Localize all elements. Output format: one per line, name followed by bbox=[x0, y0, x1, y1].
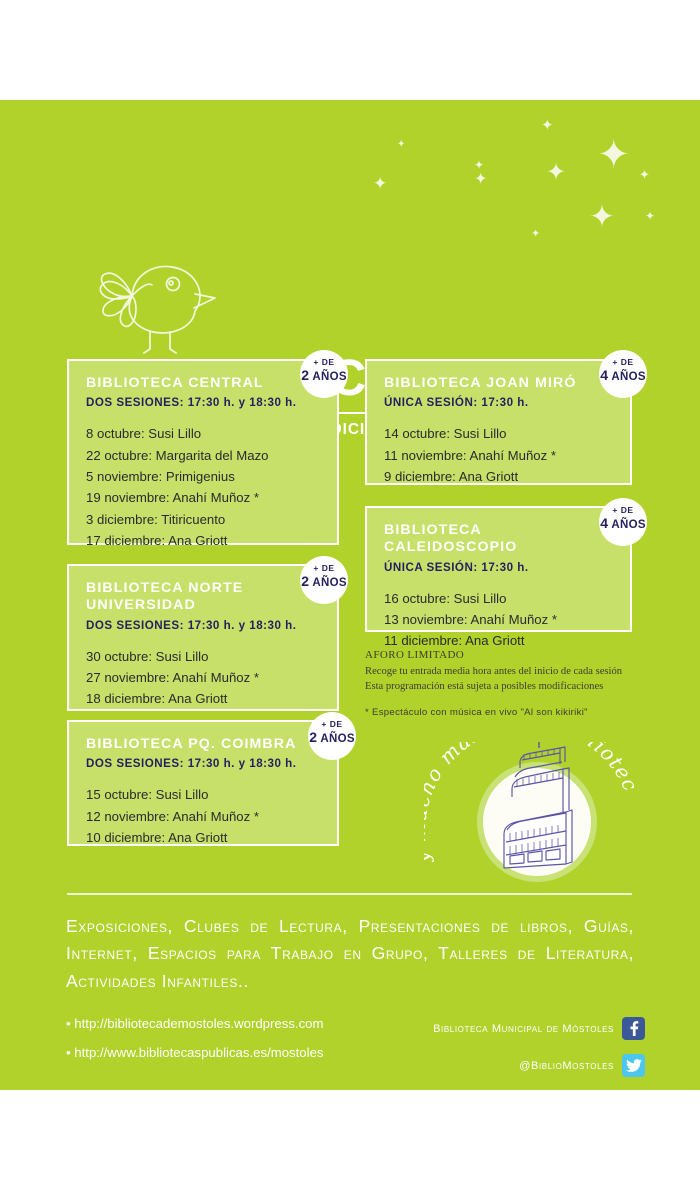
library-sessions: DOS SESIONES: 17:30 h. y 18:30 h. bbox=[86, 618, 297, 632]
star-icon: ✦ bbox=[373, 174, 388, 194]
session-date-list: 30 octubre: Susi Lillo 27 noviembre: Ana… bbox=[86, 646, 321, 710]
library-name: BIBLIOTECA PQ. COIMBRA bbox=[86, 736, 297, 752]
age-badge-number: 2 bbox=[301, 572, 310, 589]
session-date-list: 14 octubre: Susi Lillo 11 noviembre: Ana… bbox=[384, 423, 614, 487]
star-icon: ✦ bbox=[474, 158, 485, 172]
age-badge-number: 4 bbox=[600, 514, 609, 531]
bird-icon bbox=[88, 252, 220, 359]
age-badge-norte-universidad: + DE 2 AÑOS bbox=[300, 556, 348, 604]
library-sessions: ÚNICA SESIÓN: 17:30 h. bbox=[384, 396, 529, 410]
list-item: 11 diciembre: Ana Griott bbox=[384, 633, 525, 649]
list-item: 5 noviembre: Primigenius bbox=[86, 469, 235, 485]
facebook-label: Biblioteca Municipal de Móstoles bbox=[433, 1022, 614, 1035]
list-item: 22 octubre: Margarita del Mazo bbox=[86, 447, 269, 463]
fineprint-line-2: Esta programación está sujeta a posibles… bbox=[365, 681, 604, 693]
star-icon: ✦ bbox=[541, 116, 554, 134]
age-badge-value: 2 AÑOS bbox=[308, 729, 356, 747]
social-row-facebook[interactable]: Biblioteca Municipal de Móstoles bbox=[395, 1017, 645, 1040]
session-date-list: 16 octubre: Susi Lillo 13 noviembre: Ana… bbox=[384, 588, 614, 652]
list-item: 9 diciembre: Ana Griott bbox=[384, 469, 519, 485]
age-badge-value: 2 AÑOS bbox=[300, 573, 348, 591]
library-card-joan-miro[interactable]: BIBLIOTECA JOAN MIRÓ ÚNICA SESIÓN: 17:30… bbox=[365, 359, 632, 485]
library-building-icon bbox=[503, 738, 573, 869]
poster-green-panel: ✦ ✦ ✦ ✦ ✦ ✦ ✦ ✦ ✦ ✦ ✦ bbox=[0, 100, 700, 1090]
age-badge-caleidoscopio: + DE 4 AÑOS bbox=[599, 498, 647, 546]
list-item: 27 noviembre: Anahí Muñoz * bbox=[86, 670, 260, 685]
age-badge-unit: AÑOS bbox=[312, 370, 347, 383]
list-item: 16 octubre: Susi Lillo bbox=[384, 590, 507, 606]
star-icon: ✦ bbox=[597, 132, 631, 178]
fineprint-note: * Espectáculo con música en vivo "Al son… bbox=[365, 706, 588, 718]
age-badge-prefix: + DE bbox=[313, 357, 335, 367]
library-card-caleidoscopio[interactable]: BIBLIOTECA CALEIDOSCOPIO ÚNICA SESIÓN: 1… bbox=[365, 506, 632, 648]
fineprint-heading: AFORO LIMITADO bbox=[365, 649, 465, 661]
link-bibliotecaspublicas[interactable]: • http://www.bibliotecaspublicas.es/most… bbox=[66, 1045, 324, 1061]
list-item: 8 octubre: Susi Lillo bbox=[86, 426, 202, 442]
age-badge-prefix: + DE bbox=[313, 563, 335, 573]
library-card-pq-coimbra[interactable]: BIBLIOTECA PQ. COIMBRA DOS SESIONES: 17:… bbox=[67, 720, 339, 846]
session-date-list: 8 octubre: Susi Lillo 22 octubre: Margar… bbox=[86, 423, 321, 551]
age-badge-pq-coimbra: + DE 2 AÑOS bbox=[308, 712, 356, 760]
age-badge-joan-miro: + DE 4 AÑOS bbox=[599, 350, 647, 398]
link-wordpress[interactable]: • http://bibliotecademostoles.wordpress.… bbox=[66, 1016, 324, 1031]
age-badge-unit: AÑOS bbox=[312, 576, 347, 589]
library-sessions: ÚNICA SESIÓN: 17:30 h. bbox=[384, 560, 529, 574]
list-item: 17 diciembre: Ana Griott bbox=[86, 533, 228, 549]
social-links: Biblioteca Municipal de Móstoles @Biblio… bbox=[395, 1017, 645, 1090]
twitter-icon[interactable] bbox=[622, 1054, 645, 1077]
star-icon: ✦ bbox=[474, 169, 488, 188]
star-icon: ✦ bbox=[546, 158, 567, 186]
age-badge-number: 4 bbox=[600, 366, 609, 383]
star-icon: ✦ bbox=[589, 199, 615, 235]
title-divider bbox=[86, 412, 614, 414]
age-badge-unit: AÑOS bbox=[320, 732, 355, 745]
library-name: BIBLIOTECA CENTRAL bbox=[86, 375, 264, 391]
age-badge-unit: AÑOS bbox=[611, 518, 646, 531]
list-item: 14 octubre: Susi Lillo bbox=[384, 426, 507, 442]
twitter-label: @BiblioMostoles bbox=[519, 1059, 614, 1072]
star-icon: ✦ bbox=[531, 227, 541, 240]
website-links: • http://bibliotecademostoles.wordpress.… bbox=[66, 1017, 324, 1075]
list-item: 15 octubre: Susi Lillo bbox=[86, 787, 209, 803]
star-icon: ✦ bbox=[645, 209, 656, 223]
fineprint-block: AFORO LIMITADO Recoge tu entrada media h… bbox=[365, 648, 645, 718]
age-badge-number: 2 bbox=[301, 366, 310, 383]
footer-divider bbox=[67, 893, 632, 895]
list-item: 11 noviembre: Anahí Muñoz * bbox=[384, 447, 557, 463]
library-name: BIBLIOTECA JOAN MIRÓ bbox=[384, 375, 577, 391]
library-card-central[interactable]: BIBLIOTECA CENTRAL DOS SESIONES: 17:30 h… bbox=[67, 359, 339, 548]
list-item: 30 octubre: Susi Lillo bbox=[86, 648, 209, 664]
library-card-norte-universidad[interactable]: BIBLIOTECA NORTE UNIVERSIDAD DOS SESIONE… bbox=[67, 564, 339, 711]
list-item: 10 diciembre: Ana Griott bbox=[86, 830, 228, 846]
age-badge-value: 4 AÑOS bbox=[599, 367, 647, 385]
library-logo: y mucho más en tu biblioteca. bbox=[406, 708, 642, 892]
list-item: 12 noviembre: Anahí Muñoz * bbox=[86, 808, 260, 824]
star-icon: ✦ bbox=[397, 139, 406, 150]
age-badge-prefix: + DE bbox=[612, 357, 634, 367]
list-item: 3 diciembre: Titiricuento bbox=[86, 511, 226, 527]
age-badge-number: 2 bbox=[309, 728, 318, 745]
age-badge-unit: AÑOS bbox=[611, 370, 646, 383]
session-date-list: 15 octubre: Susi Lillo 12 noviembre: Ana… bbox=[86, 784, 321, 848]
library-sessions: DOS SESIONES: 17:30 h. y 18:30 h. bbox=[86, 757, 297, 771]
age-badge-prefix: + DE bbox=[321, 719, 343, 729]
list-item: 13 noviembre: Anahí Muñoz * bbox=[384, 612, 558, 627]
library-name: BIBLIOTECA CALEIDOSCOPIO bbox=[384, 522, 518, 556]
age-badge-value: 2 AÑOS bbox=[300, 367, 348, 385]
library-sessions: DOS SESIONES: 17:30 h. y 18:30 h. bbox=[86, 396, 297, 410]
star-icon: ✦ bbox=[639, 168, 650, 183]
facebook-icon[interactable] bbox=[622, 1017, 645, 1040]
library-name: BIBLIOTECA NORTE UNIVERSIDAD bbox=[86, 580, 244, 614]
social-row-twitter[interactable]: @BiblioMostoles bbox=[395, 1054, 645, 1077]
age-badge-prefix: + DE bbox=[612, 505, 634, 515]
age-badge-value: 4 AÑOS bbox=[599, 515, 647, 533]
fineprint-line-1: Recoge tu entrada media hora antes del i… bbox=[365, 665, 623, 677]
age-badge-central: + DE 2 AÑOS bbox=[300, 350, 348, 398]
services-text: Exposiciones, Clubes de Lectura, Present… bbox=[66, 916, 634, 991]
list-item: 18 diciembre: Ana Griott bbox=[86, 691, 228, 707]
list-item: 19 noviembre: Anahí Muñoz * bbox=[86, 490, 260, 506]
